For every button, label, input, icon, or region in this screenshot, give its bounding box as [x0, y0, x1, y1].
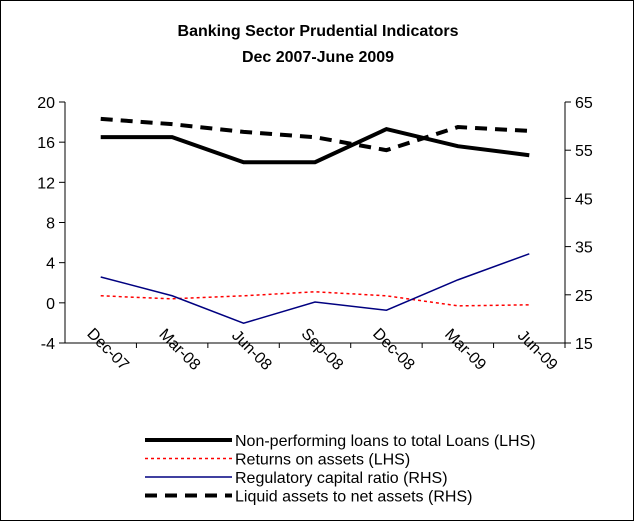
legend-label: Returns on assets (LHS) — [235, 452, 410, 469]
y2-tick-label: 65 — [575, 95, 593, 112]
y2-tick-label: 55 — [575, 143, 593, 160]
y-tick-label: 12 — [37, 175, 55, 192]
y2-tick-label: 35 — [575, 240, 593, 257]
y-tick-label: -4 — [41, 336, 55, 353]
y-tick-label: 20 — [37, 95, 55, 112]
y-tick-label: 4 — [46, 256, 55, 273]
legend-label: Non-performing loans to total Loans (LHS… — [235, 433, 536, 450]
y2-tick-label: 45 — [575, 191, 593, 208]
series-line — [100, 127, 530, 165]
series-line — [100, 116, 530, 153]
series-line — [100, 253, 530, 325]
chart-subtitle: Dec 2007-June 2009 — [242, 49, 394, 66]
y-tick-label: 8 — [46, 216, 55, 233]
y-tick-label: 0 — [46, 296, 55, 313]
legend-label: Regulatory capital ratio (RHS) — [235, 470, 448, 487]
y-tick-label: 16 — [37, 135, 55, 152]
y2-tick-label: 25 — [575, 288, 593, 305]
y2-tick-label: 15 — [575, 336, 593, 353]
chart-title: Banking Sector Prudential Indicators — [178, 23, 459, 40]
legend-label: Liquid assets to net assets (RHS) — [235, 489, 472, 506]
